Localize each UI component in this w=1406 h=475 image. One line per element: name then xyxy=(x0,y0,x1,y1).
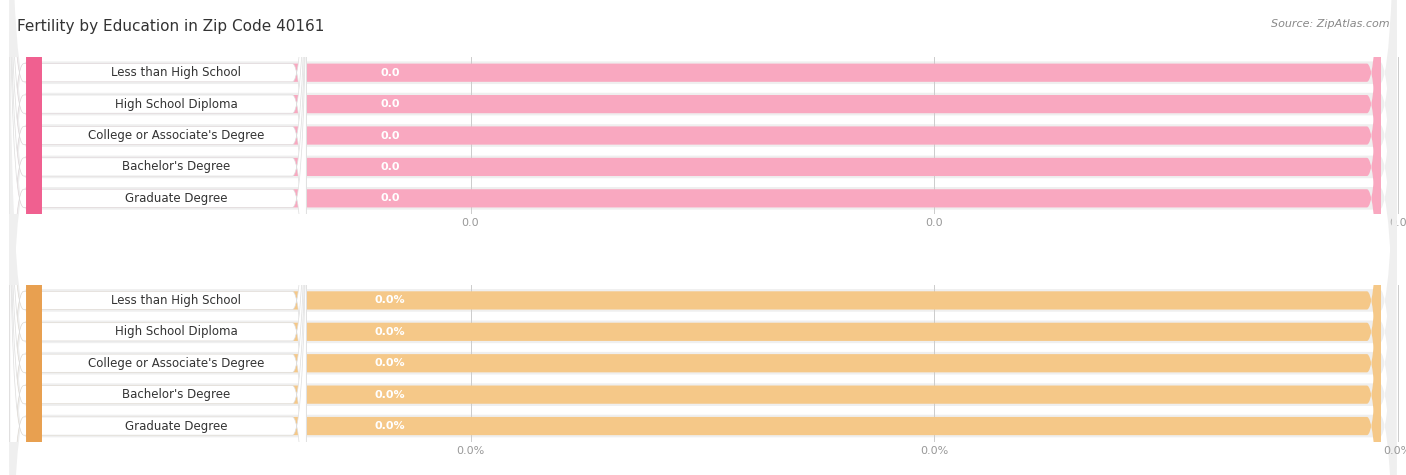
Wedge shape xyxy=(27,0,42,475)
FancyBboxPatch shape xyxy=(10,0,1381,440)
FancyBboxPatch shape xyxy=(10,121,307,475)
Text: 0.0: 0.0 xyxy=(380,131,399,141)
FancyBboxPatch shape xyxy=(10,58,1381,475)
Text: Source: ZipAtlas.com: Source: ZipAtlas.com xyxy=(1271,19,1389,29)
Text: 0.0%: 0.0% xyxy=(374,390,405,399)
FancyBboxPatch shape xyxy=(10,121,1381,475)
FancyBboxPatch shape xyxy=(10,0,1381,475)
FancyBboxPatch shape xyxy=(10,0,1381,378)
FancyBboxPatch shape xyxy=(10,27,1381,475)
Text: 0.0: 0.0 xyxy=(380,68,399,78)
FancyBboxPatch shape xyxy=(10,27,307,475)
Text: Graduate Degree: Graduate Degree xyxy=(125,419,228,433)
Text: Bachelor's Degree: Bachelor's Degree xyxy=(122,161,231,173)
FancyBboxPatch shape xyxy=(10,60,1396,475)
Text: 0.0%: 0.0% xyxy=(374,327,405,337)
FancyBboxPatch shape xyxy=(10,0,307,475)
FancyBboxPatch shape xyxy=(10,0,1396,475)
Text: High School Diploma: High School Diploma xyxy=(115,97,238,111)
Text: 0.0%: 0.0% xyxy=(374,295,405,305)
Text: Less than High School: Less than High School xyxy=(111,294,242,307)
Wedge shape xyxy=(27,18,42,475)
Text: Bachelor's Degree: Bachelor's Degree xyxy=(122,388,231,401)
FancyBboxPatch shape xyxy=(10,0,1396,475)
FancyBboxPatch shape xyxy=(10,0,1381,409)
Text: High School Diploma: High School Diploma xyxy=(115,325,238,338)
Text: 0.0: 0.0 xyxy=(380,193,399,203)
FancyBboxPatch shape xyxy=(10,0,307,440)
Text: College or Associate's Degree: College or Associate's Degree xyxy=(89,129,264,142)
Text: Less than High School: Less than High School xyxy=(111,66,242,79)
FancyBboxPatch shape xyxy=(10,0,1381,475)
FancyBboxPatch shape xyxy=(10,0,1396,470)
FancyBboxPatch shape xyxy=(10,0,307,409)
Text: 0.0: 0.0 xyxy=(380,99,399,109)
Wedge shape xyxy=(27,0,42,450)
Wedge shape xyxy=(27,0,42,475)
FancyBboxPatch shape xyxy=(10,0,307,475)
Text: Graduate Degree: Graduate Degree xyxy=(125,192,228,205)
Text: 0.0: 0.0 xyxy=(380,162,399,172)
Text: 0.0%: 0.0% xyxy=(374,421,405,431)
Wedge shape xyxy=(27,0,42,475)
FancyBboxPatch shape xyxy=(10,90,307,475)
FancyBboxPatch shape xyxy=(10,0,307,378)
FancyBboxPatch shape xyxy=(10,90,1381,475)
Wedge shape xyxy=(27,0,42,418)
FancyBboxPatch shape xyxy=(10,29,1396,475)
FancyBboxPatch shape xyxy=(10,0,1396,475)
Wedge shape xyxy=(27,49,42,475)
Wedge shape xyxy=(27,81,42,475)
Text: 0.0%: 0.0% xyxy=(374,358,405,368)
Wedge shape xyxy=(27,0,42,475)
FancyBboxPatch shape xyxy=(10,0,1396,438)
Text: College or Associate's Degree: College or Associate's Degree xyxy=(89,357,264,370)
FancyBboxPatch shape xyxy=(10,0,1396,475)
FancyBboxPatch shape xyxy=(10,0,1396,475)
FancyBboxPatch shape xyxy=(10,58,307,475)
Wedge shape xyxy=(27,0,42,475)
FancyBboxPatch shape xyxy=(10,0,307,472)
Text: Fertility by Education in Zip Code 40161: Fertility by Education in Zip Code 40161 xyxy=(17,19,325,34)
FancyBboxPatch shape xyxy=(10,0,1381,472)
FancyBboxPatch shape xyxy=(10,0,1396,475)
